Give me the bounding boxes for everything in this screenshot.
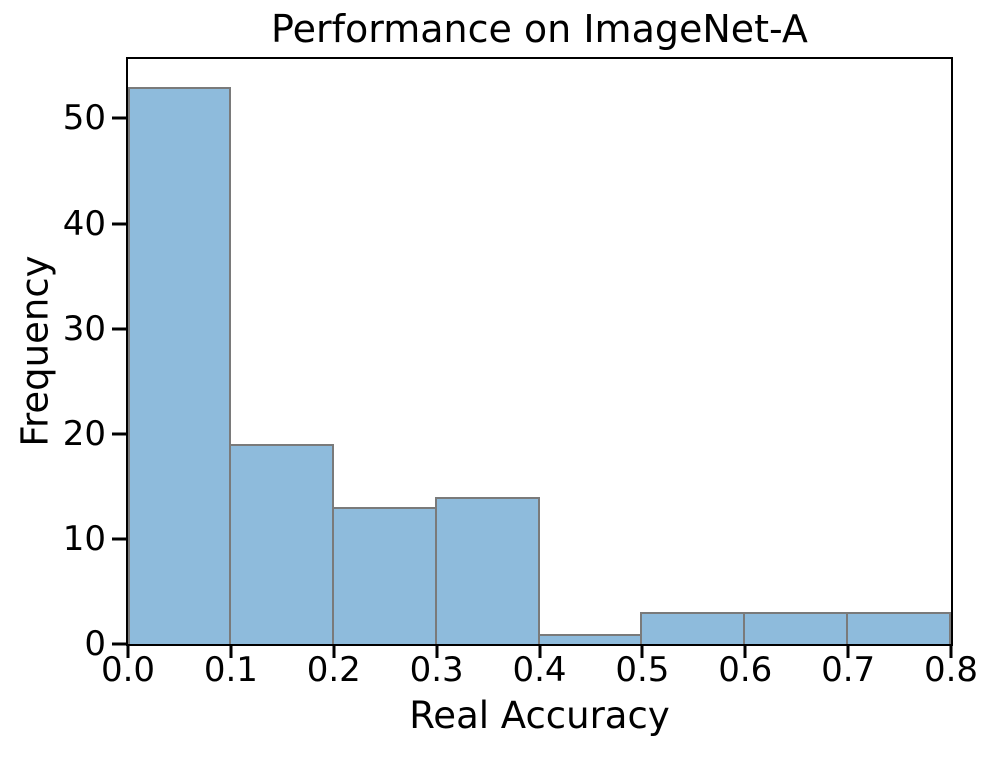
y-tick-label: 0 [84, 624, 106, 664]
x-axis-label: Real Accuracy [409, 694, 670, 737]
x-tick-mark [332, 644, 336, 658]
chart-title: Performance on ImageNet-A [271, 7, 808, 51]
histogram-bar [128, 86, 231, 644]
y-tick-mark [112, 537, 126, 541]
y-tick-label: 30 [62, 308, 106, 349]
y-tick-mark [112, 116, 126, 120]
histogram-bar [434, 496, 540, 644]
y-tick-mark [112, 432, 126, 436]
x-tick-mark [640, 644, 644, 658]
histogram-bar [640, 612, 746, 644]
histogram-bar [537, 633, 643, 644]
x-tick-mark [743, 644, 747, 658]
x-tick-mark [126, 644, 130, 658]
x-tick-mark [846, 644, 850, 658]
y-tick-label: 10 [62, 518, 106, 559]
x-tick-label: 0.6 [718, 650, 773, 690]
y-tick-label: 20 [62, 413, 106, 454]
x-tick-mark [538, 644, 541, 658]
plot-area [126, 57, 953, 646]
y-tick-label: 50 [62, 98, 106, 139]
x-tick-label: 0.5 [615, 650, 670, 690]
x-tick-mark [435, 644, 439, 658]
y-tick-mark [112, 327, 126, 331]
x-tick-label: 0.7 [821, 650, 876, 690]
y-tick-mark [112, 222, 126, 225]
histogram-bar [331, 507, 437, 644]
x-tick-mark [949, 644, 953, 658]
x-tick-label: 0.4 [512, 650, 567, 690]
x-tick-mark [229, 644, 233, 658]
histogram-bar [228, 444, 334, 644]
y-tick-mark [112, 642, 126, 646]
histogram-bar [846, 612, 951, 644]
x-tick-label: 0.0 [100, 650, 156, 690]
x-tick-label: 0.8 [923, 650, 979, 690]
x-tick-label: 0.3 [409, 650, 464, 690]
histogram-bar [743, 612, 849, 644]
x-tick-label: 0.2 [306, 650, 361, 690]
x-tick-label: 0.1 [203, 650, 258, 690]
y-tick-label: 40 [62, 203, 106, 244]
